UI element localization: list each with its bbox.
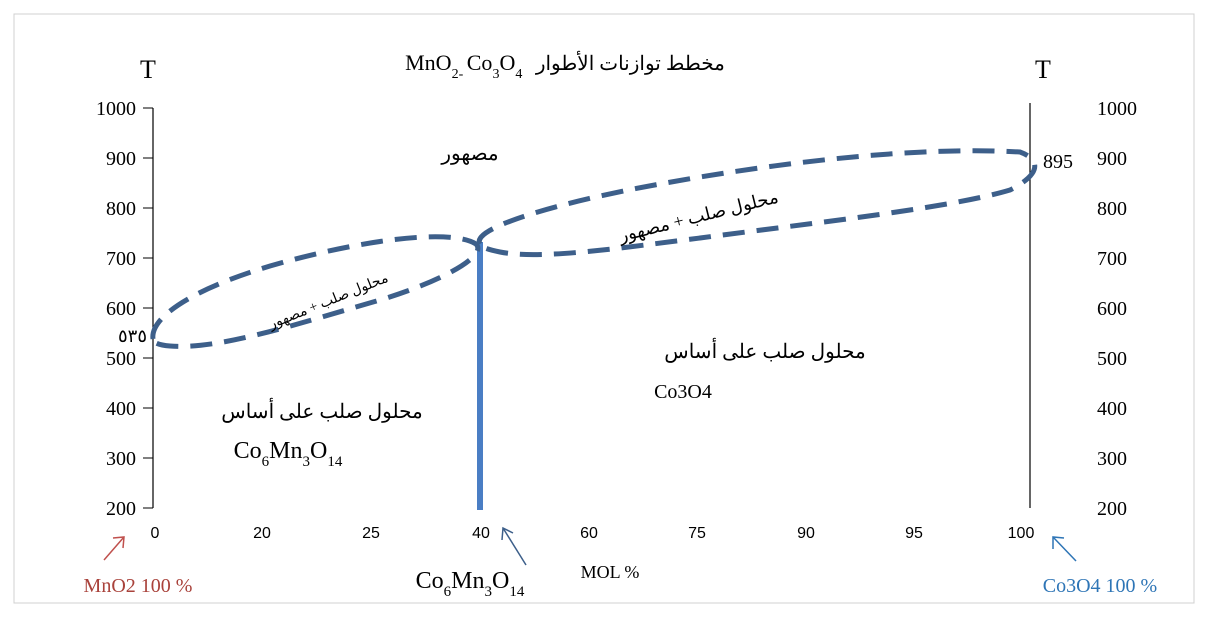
x-unit-label: MOL % bbox=[581, 562, 640, 582]
compound-bottom-label: Co6Mn3O14 bbox=[416, 568, 525, 600]
title-formula-o: O bbox=[499, 50, 515, 75]
right-end-label: Co3O4 100 % bbox=[1043, 575, 1157, 597]
title-formula-sub: 2 bbox=[452, 67, 459, 82]
formula-subscript: 6 bbox=[262, 454, 270, 470]
left-y-tick-label: 200 bbox=[106, 498, 136, 520]
formula-part: Co bbox=[234, 438, 262, 464]
x-tick-label: 60 bbox=[580, 525, 598, 542]
x-tick-label: 75 bbox=[688, 525, 706, 542]
figure-frame bbox=[13, 13, 1195, 604]
x-tick-label: 95 bbox=[905, 525, 923, 542]
title-formula-sub: 4 bbox=[515, 67, 522, 82]
formula-part: Mn bbox=[269, 438, 302, 464]
right-solid-region-formula: Co3O4 bbox=[654, 381, 712, 403]
left-y-tick-label: 700 bbox=[106, 248, 136, 270]
formula-part: O bbox=[492, 568, 509, 594]
right-y-tick-label: 300 bbox=[1097, 448, 1127, 470]
x-tick-label: 0 bbox=[151, 525, 160, 542]
formula-part: O bbox=[310, 438, 327, 464]
right-extra-tick-label: 895 bbox=[1043, 151, 1073, 173]
formula-subscript: 3 bbox=[485, 584, 493, 600]
formula-part: Co bbox=[416, 568, 444, 594]
right-y-tick-label: 800 bbox=[1097, 198, 1127, 220]
left-ellipse-curve bbox=[150, 234, 481, 349]
x-tick-label: 20 bbox=[253, 525, 271, 542]
right-y-tick-label: 200 bbox=[1097, 498, 1127, 520]
right-end-arrow bbox=[1052, 536, 1077, 562]
left-y-tick-label: 500 bbox=[106, 348, 136, 370]
x-tick-label: 100 bbox=[1008, 525, 1035, 542]
right-y-tick-label: 700 bbox=[1097, 248, 1127, 270]
left-axis-label: T bbox=[140, 55, 156, 84]
right-y-tick-label: 400 bbox=[1097, 398, 1127, 420]
right-ellipse-curve bbox=[476, 148, 1038, 258]
diagram-title: MnO2- Co3O4 مخطط توازنات الأطوار bbox=[405, 50, 725, 82]
title-arabic: مخطط توازنات الأطوار bbox=[535, 50, 725, 75]
x-ticks: 0 20 25 40 60 75 90 95 100 bbox=[151, 525, 1035, 542]
title-formula-mno: MnO bbox=[405, 50, 451, 75]
left-solid-region-formula: Co6Mn3O14 bbox=[234, 438, 343, 470]
left-y-tick-label: 400 bbox=[106, 398, 136, 420]
pointer-arrows bbox=[103, 526, 1077, 566]
left-y-ticks: 1000 900 800 700 600 500 400 300 200 ٥٣٥ bbox=[96, 98, 153, 520]
left-end-arrow bbox=[103, 536, 125, 561]
formula-part: Mn bbox=[451, 568, 484, 594]
title-formula-sep: - bbox=[459, 67, 467, 82]
x-tick-label: 90 bbox=[797, 525, 815, 542]
formula-subscript: 14 bbox=[509, 584, 525, 600]
two-phase-curves bbox=[150, 148, 1038, 349]
left-solid-region-label: محلول صلب على أساس bbox=[221, 397, 422, 423]
title-formula-co: Co bbox=[467, 50, 493, 75]
right-y-tick-label: 600 bbox=[1097, 298, 1127, 320]
title-formula-sub: 3 bbox=[492, 67, 499, 82]
formula-subscript: 3 bbox=[303, 454, 311, 470]
right-y-tick-label: 1000 bbox=[1097, 98, 1137, 120]
right-solid-region-label: محلول صلب على أساس bbox=[664, 337, 865, 363]
left-y-tick-label: 1000 bbox=[96, 98, 136, 120]
right-y-tick-label: 500 bbox=[1097, 348, 1127, 370]
liquid-region-label: مصهور bbox=[440, 143, 498, 165]
right-y-tick-label: 900 bbox=[1097, 148, 1127, 170]
x-tick-label: 25 bbox=[362, 525, 380, 542]
right-axis-label: T bbox=[1035, 55, 1051, 84]
left-extra-tick-label: ٥٣٥ bbox=[118, 326, 147, 346]
left-y-tick-label: 300 bbox=[106, 448, 136, 470]
formula-subscript: 14 bbox=[327, 454, 343, 470]
x-tick-label: 40 bbox=[472, 525, 490, 542]
left-y-tick-label: 900 bbox=[106, 148, 136, 170]
left-end-label: MnO2 100 % bbox=[84, 575, 193, 597]
formula-subscript: 6 bbox=[444, 584, 452, 600]
right-y-ticks: 1000 900 800 700 600 500 400 300 200 895 bbox=[1043, 98, 1137, 520]
left-y-tick-label: 600 bbox=[106, 298, 136, 320]
left-y-tick-label: 800 bbox=[106, 198, 136, 220]
compound-arrow bbox=[501, 526, 527, 566]
